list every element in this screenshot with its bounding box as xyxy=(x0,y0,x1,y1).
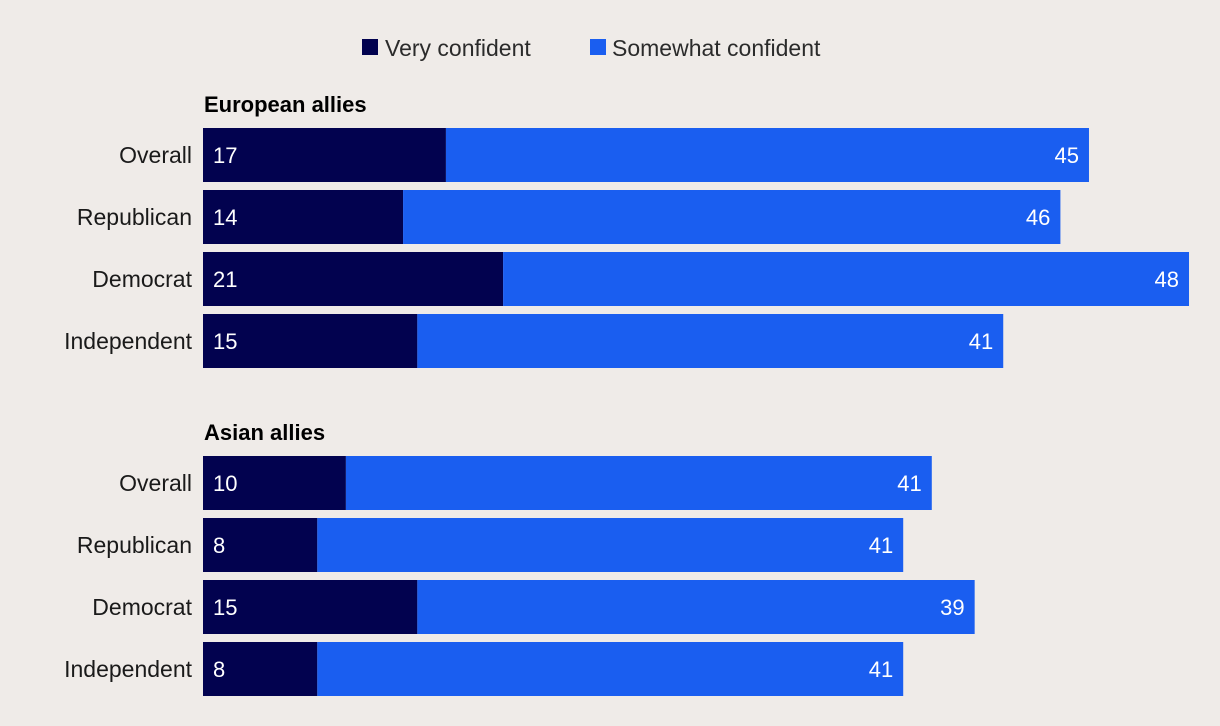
data-label-european-allies-republican-somewhat-confident: 46 xyxy=(1026,205,1050,230)
data-label-asian-allies-republican-very-confident: 8 xyxy=(213,533,225,558)
bar-european-allies-overall-very-confident xyxy=(203,128,446,182)
data-label-asian-allies-independent-very-confident: 8 xyxy=(213,657,225,682)
category-label-european-allies-overall: Overall xyxy=(119,142,192,168)
bar-asian-allies-democrat-very-confident xyxy=(203,580,418,634)
group-title-asian-allies: Asian allies xyxy=(204,420,325,445)
category-label-european-allies-republican: Republican xyxy=(77,204,192,230)
bar-asian-allies-democrat-somewhat-confident xyxy=(417,580,975,634)
legend-label-somewhat-confident: Somewhat confident xyxy=(612,35,821,61)
legend-label-very-confident: Very confident xyxy=(385,35,531,61)
category-label-asian-allies-republican: Republican xyxy=(77,532,192,558)
data-label-asian-allies-democrat-somewhat-confident: 39 xyxy=(940,595,964,620)
bar-european-allies-independent-somewhat-confident xyxy=(417,314,1004,368)
bar-european-allies-republican-somewhat-confident xyxy=(403,190,1061,244)
bar-asian-allies-republican-very-confident xyxy=(203,518,318,572)
data-label-european-allies-democrat-very-confident: 21 xyxy=(213,267,237,292)
data-label-european-allies-independent-somewhat-confident: 41 xyxy=(969,329,993,354)
data-label-european-allies-republican-very-confident: 14 xyxy=(213,205,237,230)
legend-swatch-very-confident xyxy=(362,39,378,55)
data-label-asian-allies-republican-somewhat-confident: 41 xyxy=(869,533,893,558)
data-label-asian-allies-independent-somewhat-confident: 41 xyxy=(869,657,893,682)
bar-european-allies-overall-somewhat-confident xyxy=(445,128,1089,182)
data-label-asian-allies-democrat-very-confident: 15 xyxy=(213,595,237,620)
group-title-european-allies: European allies xyxy=(204,92,367,117)
legend-swatch-somewhat-confident xyxy=(590,39,606,55)
group-asian-allies: Asian allies Overall 10 41 Republican 8 41 Demo… xyxy=(64,420,975,696)
bar-european-allies-independent-very-confident xyxy=(203,314,418,368)
category-label-asian-allies-democrat: Democrat xyxy=(92,594,192,620)
category-label-asian-allies-overall: Overall xyxy=(119,470,192,496)
bar-asian-allies-republican-somewhat-confident xyxy=(317,518,904,572)
bar-asian-allies-independent-somewhat-confident xyxy=(317,642,904,696)
bar-asian-allies-overall-somewhat-confident xyxy=(345,456,932,510)
data-label-european-allies-overall-very-confident: 17 xyxy=(213,143,237,168)
bar-european-allies-democrat-somewhat-confident xyxy=(503,252,1190,306)
bar-european-allies-republican-very-confident xyxy=(203,190,404,244)
legend: Very confident Somewhat confident xyxy=(362,35,821,61)
category-label-european-allies-democrat: Democrat xyxy=(92,266,192,292)
bar-european-allies-democrat-very-confident xyxy=(203,252,504,306)
data-label-asian-allies-overall-somewhat-confident: 41 xyxy=(897,471,921,496)
category-label-european-allies-independent: Independent xyxy=(64,328,193,354)
bar-asian-allies-overall-very-confident xyxy=(203,456,346,510)
plot-area: European allies Overall 17 45 Republican 14 46… xyxy=(64,92,1190,696)
bar-asian-allies-independent-very-confident xyxy=(203,642,318,696)
category-label-asian-allies-independent: Independent xyxy=(64,656,193,682)
data-label-european-allies-independent-very-confident: 15 xyxy=(213,329,237,354)
data-label-asian-allies-overall-very-confident: 10 xyxy=(213,471,237,496)
data-label-european-allies-overall-somewhat-confident: 45 xyxy=(1054,143,1078,168)
group-european-allies: European allies Overall 17 45 Republican 14 46… xyxy=(64,92,1190,368)
data-label-european-allies-democrat-somewhat-confident: 48 xyxy=(1155,267,1179,292)
